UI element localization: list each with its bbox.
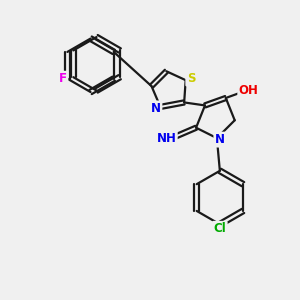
Text: NH: NH (156, 132, 176, 145)
Text: N: N (151, 102, 161, 115)
Text: N: N (215, 133, 225, 146)
Text: F: F (59, 72, 67, 85)
Text: Cl: Cl (214, 222, 226, 235)
Text: S: S (187, 72, 195, 85)
Text: OH: OH (239, 84, 259, 97)
